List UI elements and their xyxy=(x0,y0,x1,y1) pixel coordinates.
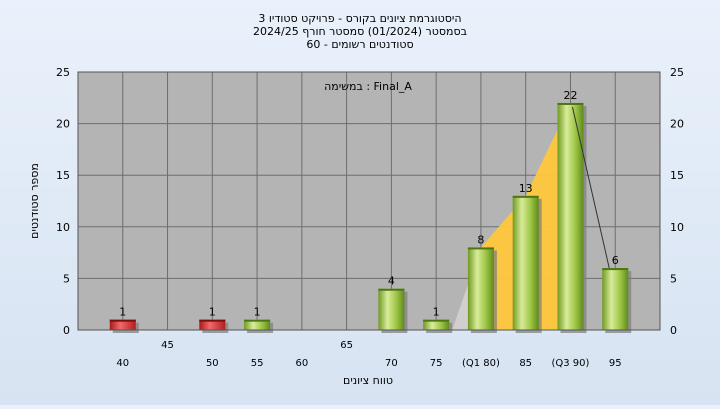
bar-cap xyxy=(378,288,405,291)
bar-cap xyxy=(512,195,539,198)
y-tick-label-right: 0 xyxy=(670,324,677,337)
x-tick-label-lower: 45 xyxy=(161,340,174,351)
plot-frame xyxy=(77,71,661,331)
bar xyxy=(423,319,450,330)
bar xyxy=(199,319,226,330)
bar xyxy=(244,319,271,330)
y-axis-label: מספר סטודנטים xyxy=(28,163,41,239)
y-tick-label-left: 5 xyxy=(63,272,70,285)
x-tick-label-upper: 75 xyxy=(430,358,443,369)
x-tick-label-upper: 85 xyxy=(519,358,532,369)
y-tick-label-left: 25 xyxy=(56,66,70,79)
chart-annotation: במשימה : Final_A xyxy=(324,80,412,93)
x-tick-label-lower: (Q3 90) xyxy=(551,358,589,369)
trend-line xyxy=(571,106,610,269)
y-tick-label-left: 10 xyxy=(56,221,70,234)
x-tick-label-upper: 40 xyxy=(116,358,129,369)
bar-cap xyxy=(109,319,136,322)
x-tick-label-upper: 95 xyxy=(609,358,622,369)
y-tick-label-right: 20 xyxy=(670,118,684,131)
bar-cap xyxy=(557,102,584,105)
chart-titles: היסטוגרמת ציונים בקורס - פרויקט סטודיו 3… xyxy=(253,12,467,51)
y-tick-label-right: 5 xyxy=(670,272,677,285)
bar-cap xyxy=(199,319,226,322)
bar-value-label: 1 xyxy=(254,306,261,319)
bar-value-label: 1 xyxy=(209,306,216,319)
bar xyxy=(512,195,539,330)
y-tick-label-right: 10 xyxy=(670,221,684,234)
bar xyxy=(378,288,405,330)
bar-value-label: 8 xyxy=(477,233,484,246)
x-tick-label-lower: (Q1 80) xyxy=(462,358,500,369)
bar-value-label: 4 xyxy=(388,275,395,288)
chart-title-line-1: היסטוגרמת ציונים בקורס - פרויקט סטודיו 3 xyxy=(258,12,461,25)
x-axis-label: טווח ציונים xyxy=(343,374,393,387)
x-tick-label-upper: 50 xyxy=(206,358,219,369)
y-tick-label-left: 0 xyxy=(63,324,70,337)
bar-cap xyxy=(244,319,271,322)
bar xyxy=(557,102,584,331)
chart-title-line-3: סטודנטים רשומים - 60 xyxy=(306,38,413,51)
x-tick-label-lower: 65 xyxy=(340,340,353,351)
bar-value-label: 1 xyxy=(433,306,440,319)
bar-cap xyxy=(602,268,629,271)
y-tick-label-left: 20 xyxy=(56,118,70,131)
bar xyxy=(602,268,629,330)
bar xyxy=(467,247,494,330)
bar-value-label: 22 xyxy=(563,89,577,102)
x-tick-label-upper: 55 xyxy=(251,358,264,369)
bar xyxy=(109,319,136,330)
y-tick-label-right: 15 xyxy=(670,169,684,182)
bar-value-label: 6 xyxy=(612,254,619,267)
y-tick-label-right: 25 xyxy=(670,66,684,79)
bar-value-label: 1 xyxy=(119,306,126,319)
x-tick-label-upper: 70 xyxy=(385,358,398,369)
bar-cap xyxy=(467,247,494,250)
x-tick-label-lower: 60 xyxy=(295,358,308,369)
chart-title-line-2: בסמסטר (01/2024) סמסטר חורף 2024/25 xyxy=(253,25,467,38)
bar-value-label: 13 xyxy=(519,182,533,195)
y-tick-label-left: 15 xyxy=(56,169,70,182)
bar-cap xyxy=(423,319,450,322)
